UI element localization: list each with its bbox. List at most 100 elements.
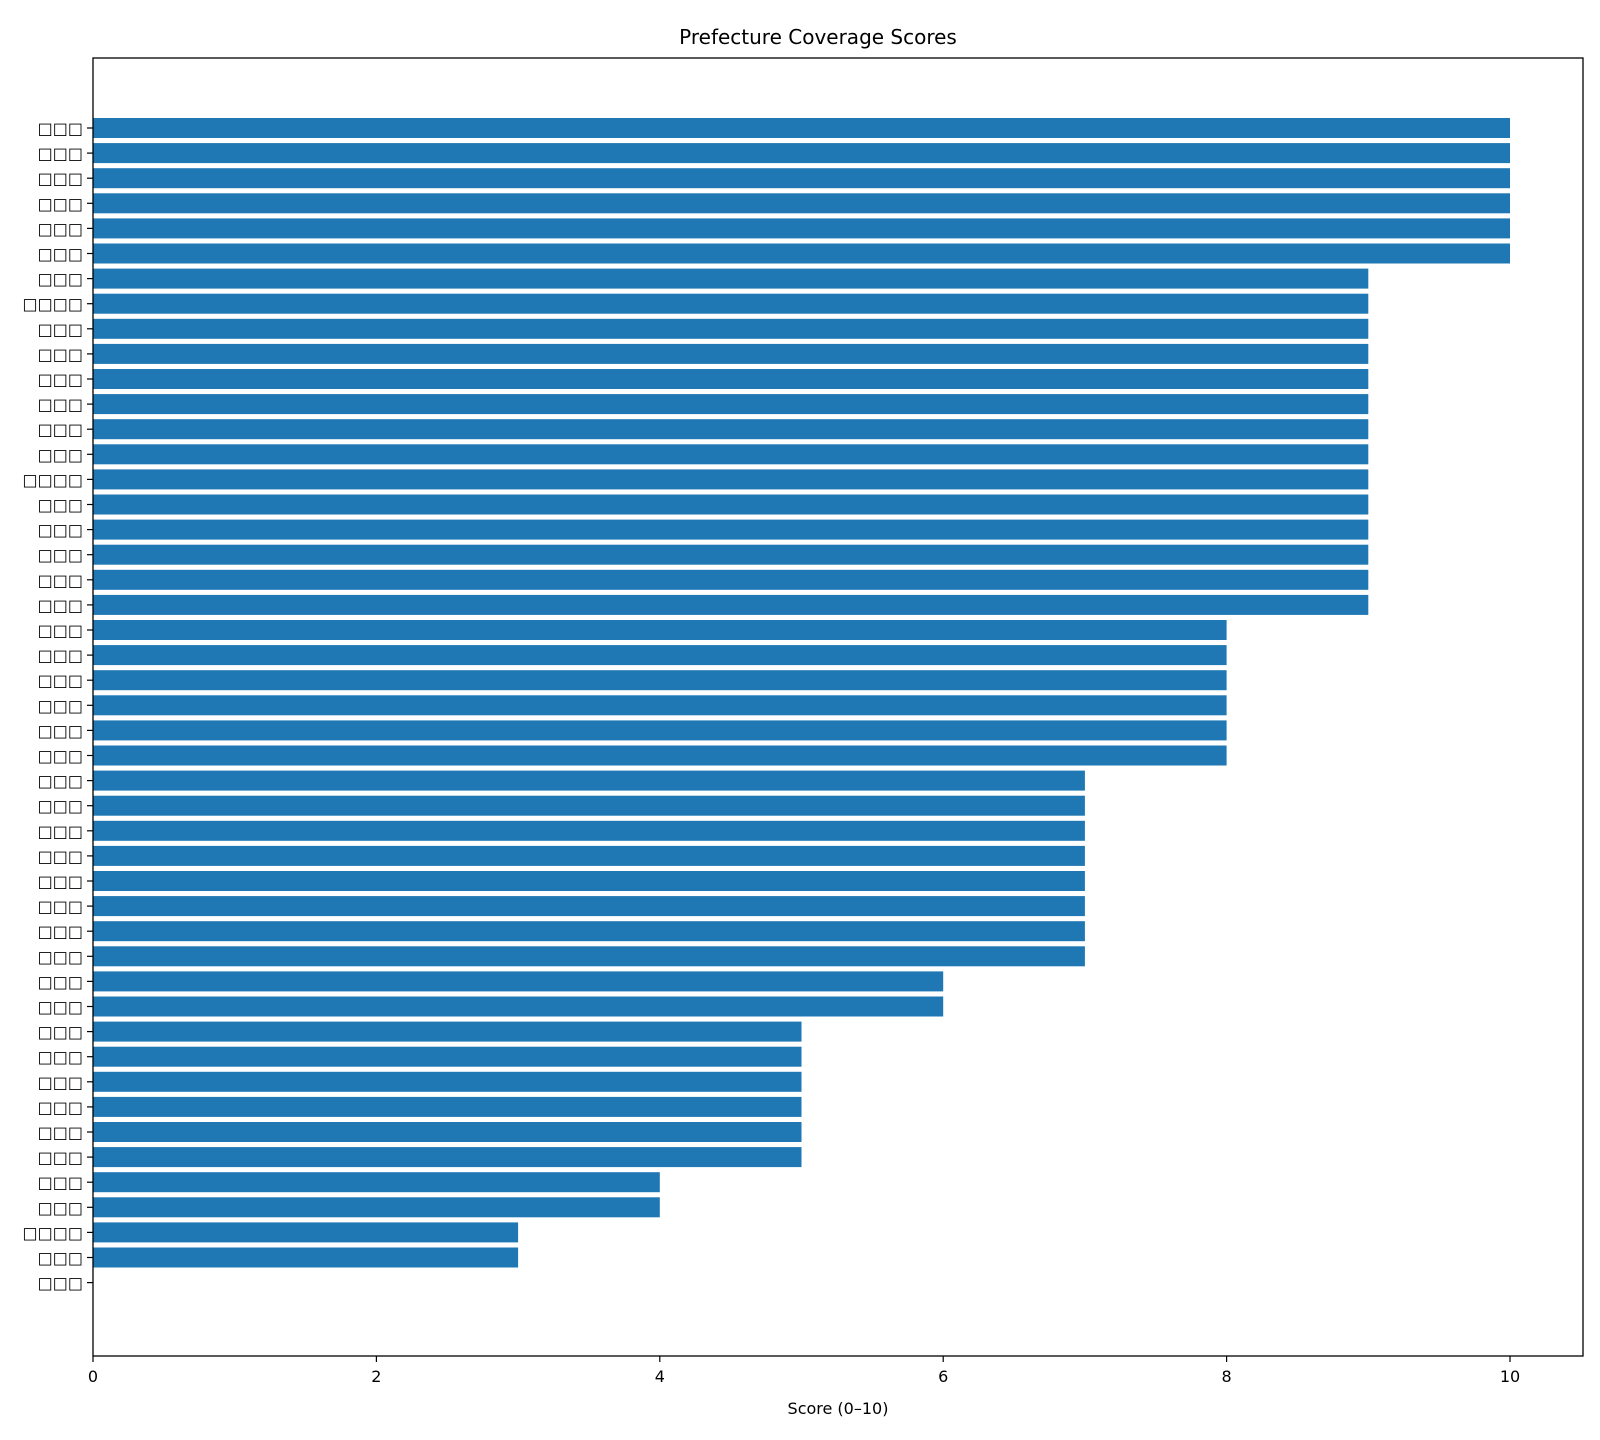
y-tick-label: □□□: [38, 1123, 83, 1142]
bar-1: [93, 143, 1510, 164]
bar-35: [93, 996, 944, 1017]
bar-40: [93, 1122, 802, 1142]
bar-43: [93, 1197, 660, 1218]
bar-42: [93, 1172, 660, 1193]
bar-9: [93, 343, 1369, 364]
bar-28: [93, 820, 1085, 841]
y-tick-label: □□□: [38, 872, 83, 891]
y-tick-label: □□□: [38, 1274, 83, 1293]
bar-15: [93, 494, 1369, 515]
y-tick-label: □□□: [38, 596, 83, 615]
bar-7: [93, 293, 1369, 314]
bar-27: [93, 795, 1085, 816]
bar-0: [93, 118, 1510, 138]
bar-11: [93, 394, 1369, 415]
y-tick-label: □□□: [38, 1249, 83, 1268]
y-tick-label: □□□: [38, 747, 83, 766]
y-tick-label: □□□: [38, 370, 83, 389]
bar-23: [93, 695, 1227, 716]
y-tick-label: □□□: [38, 847, 83, 866]
y-tick-label: □□□: [38, 169, 83, 188]
x-tick-label: 2: [371, 1367, 381, 1386]
y-tick-label: □□□: [38, 822, 83, 841]
bar-30: [93, 871, 1085, 891]
bar-21: [93, 645, 1227, 666]
bar-41: [93, 1147, 802, 1168]
bar-45: [93, 1247, 519, 1268]
x-tick-label: 6: [938, 1367, 948, 1386]
x-axis-label: Score (0–10): [788, 1399, 889, 1418]
bar-17: [93, 544, 1369, 565]
x-axis-ticks: 0 2 4 6 8 10: [88, 1356, 1520, 1386]
y-tick-label: □□□: [38, 144, 83, 163]
y-tick-label: □□□: [38, 194, 83, 213]
y-tick-label: □□□: [38, 1098, 83, 1117]
bar-3: [93, 193, 1510, 214]
y-tick-label: □□□: [38, 721, 83, 740]
bar-32: [93, 921, 1085, 942]
x-tick-label: 0: [88, 1367, 98, 1386]
bar-31: [93, 896, 1085, 917]
bar-19: [93, 594, 1369, 615]
bar-26: [93, 770, 1085, 791]
y-tick-label: □□□: [38, 1198, 83, 1217]
y-tick-label: □□□: [38, 646, 83, 665]
y-tick-label: □□□: [38, 972, 83, 991]
bar-38: [93, 1071, 802, 1092]
y-tick-label: □□□: [38, 671, 83, 690]
bar-16: [93, 519, 1369, 540]
y-tick-label: □□□: [38, 797, 83, 816]
y-tick-label: □□□: [38, 621, 83, 640]
y-tick-label: □□□: [38, 119, 83, 138]
bar-36: [93, 1021, 802, 1042]
plot-frame: [92, 57, 1584, 1357]
y-axis-ticks: □□□□□□□□□□□□□□□□□□□□□□□□□□□□□□□□□□□□□□□□…: [23, 119, 93, 1293]
x-tick-label: 8: [1222, 1367, 1232, 1386]
y-tick-label: □□□□: [23, 295, 83, 314]
bar-8: [93, 318, 1369, 339]
y-tick-label: □□□□: [23, 470, 83, 489]
y-tick-label: □□□: [38, 395, 83, 414]
chart-title: Prefecture Coverage Scores: [679, 25, 957, 49]
bar-5: [93, 243, 1510, 264]
bar-12: [93, 419, 1369, 440]
y-tick-label: □□□: [38, 1048, 83, 1067]
y-tick-label: □□□: [38, 219, 83, 238]
bar-24: [93, 720, 1227, 741]
bar-39: [93, 1096, 802, 1117]
bar-13: [93, 444, 1369, 465]
bar-44: [93, 1222, 519, 1243]
bar-29: [93, 845, 1085, 866]
y-tick-label: □□□: [38, 947, 83, 966]
y-tick-label: □□□: [38, 772, 83, 791]
bar-34: [93, 971, 944, 992]
y-tick-label: □□□: [38, 320, 83, 339]
bar-33: [93, 946, 1085, 967]
y-tick-label: □□□: [38, 445, 83, 464]
bar-20: [93, 620, 1227, 640]
y-tick-label: □□□: [38, 245, 83, 264]
y-tick-label: □□□□: [23, 1223, 83, 1242]
y-tick-label: □□□: [38, 1023, 83, 1042]
bar-18: [93, 569, 1369, 590]
y-tick-label: □□□: [38, 521, 83, 540]
y-tick-label: □□□: [38, 571, 83, 590]
y-tick-label: □□□: [38, 1073, 83, 1092]
bar-22: [93, 670, 1227, 691]
bar-37: [93, 1046, 802, 1067]
y-tick-label: □□□: [38, 1173, 83, 1192]
bar-10: [93, 369, 1369, 389]
y-tick-label: □□□: [38, 922, 83, 941]
y-tick-label: □□□: [38, 496, 83, 515]
bar-14: [93, 469, 1369, 490]
y-tick-label: □□□: [38, 420, 83, 439]
y-tick-label: □□□: [38, 270, 83, 289]
y-tick-label: □□□: [38, 897, 83, 916]
bars-group: [93, 118, 1510, 1268]
bar-4: [93, 218, 1510, 239]
bar-25: [93, 745, 1227, 766]
bar-6: [93, 268, 1369, 289]
y-tick-label: □□□: [38, 1148, 83, 1167]
y-tick-label: □□□: [38, 345, 83, 364]
